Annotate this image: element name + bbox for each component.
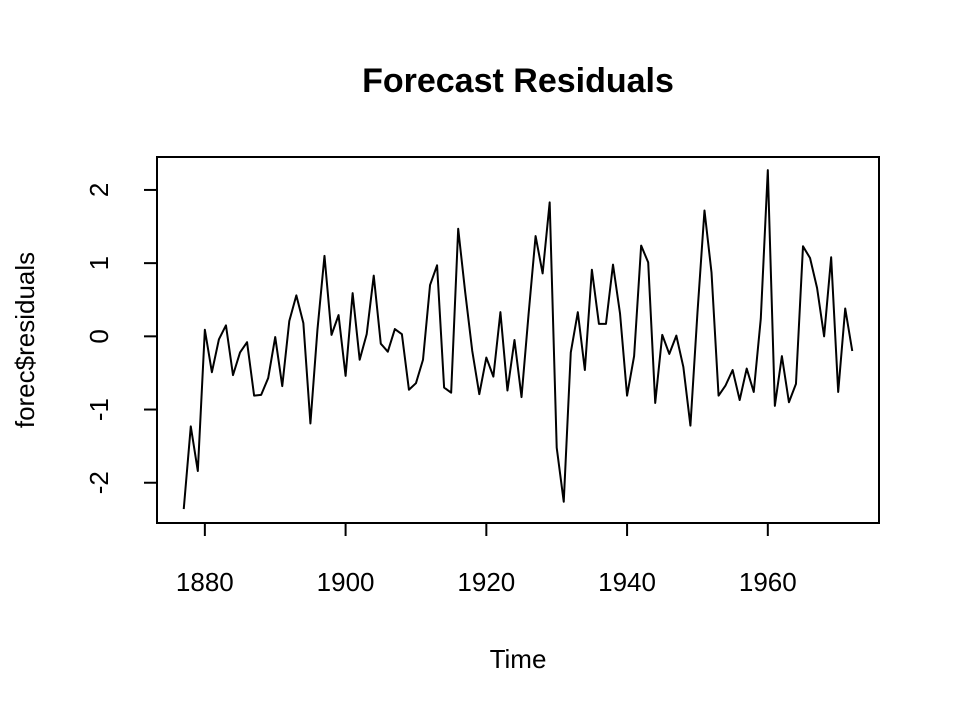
y-axis-label: forec$residuals (10, 252, 40, 428)
x-axis-label: Time (490, 644, 547, 674)
x-axis: 1880 1900 1920 1940 1960 (176, 522, 797, 597)
y-tick-label: 1 (84, 256, 114, 270)
x-tick-label: 1920 (457, 567, 515, 597)
chart-title: Forecast Residuals (362, 62, 674, 100)
series-line-residuals (182, 169, 854, 510)
y-tick-label: 0 (84, 329, 114, 343)
y-tick-label: -2 (84, 471, 114, 494)
y-tick-label: 2 (84, 183, 114, 197)
y-axis: -2 -1 0 1 2 (84, 183, 158, 494)
x-tick-label: 1880 (176, 567, 234, 597)
x-tick-label: 1900 (317, 567, 375, 597)
x-tick-label: 1940 (598, 567, 656, 597)
x-tick-label: 1960 (739, 567, 797, 597)
plot-frame (156, 156, 880, 524)
y-tick-label: -1 (84, 398, 114, 421)
